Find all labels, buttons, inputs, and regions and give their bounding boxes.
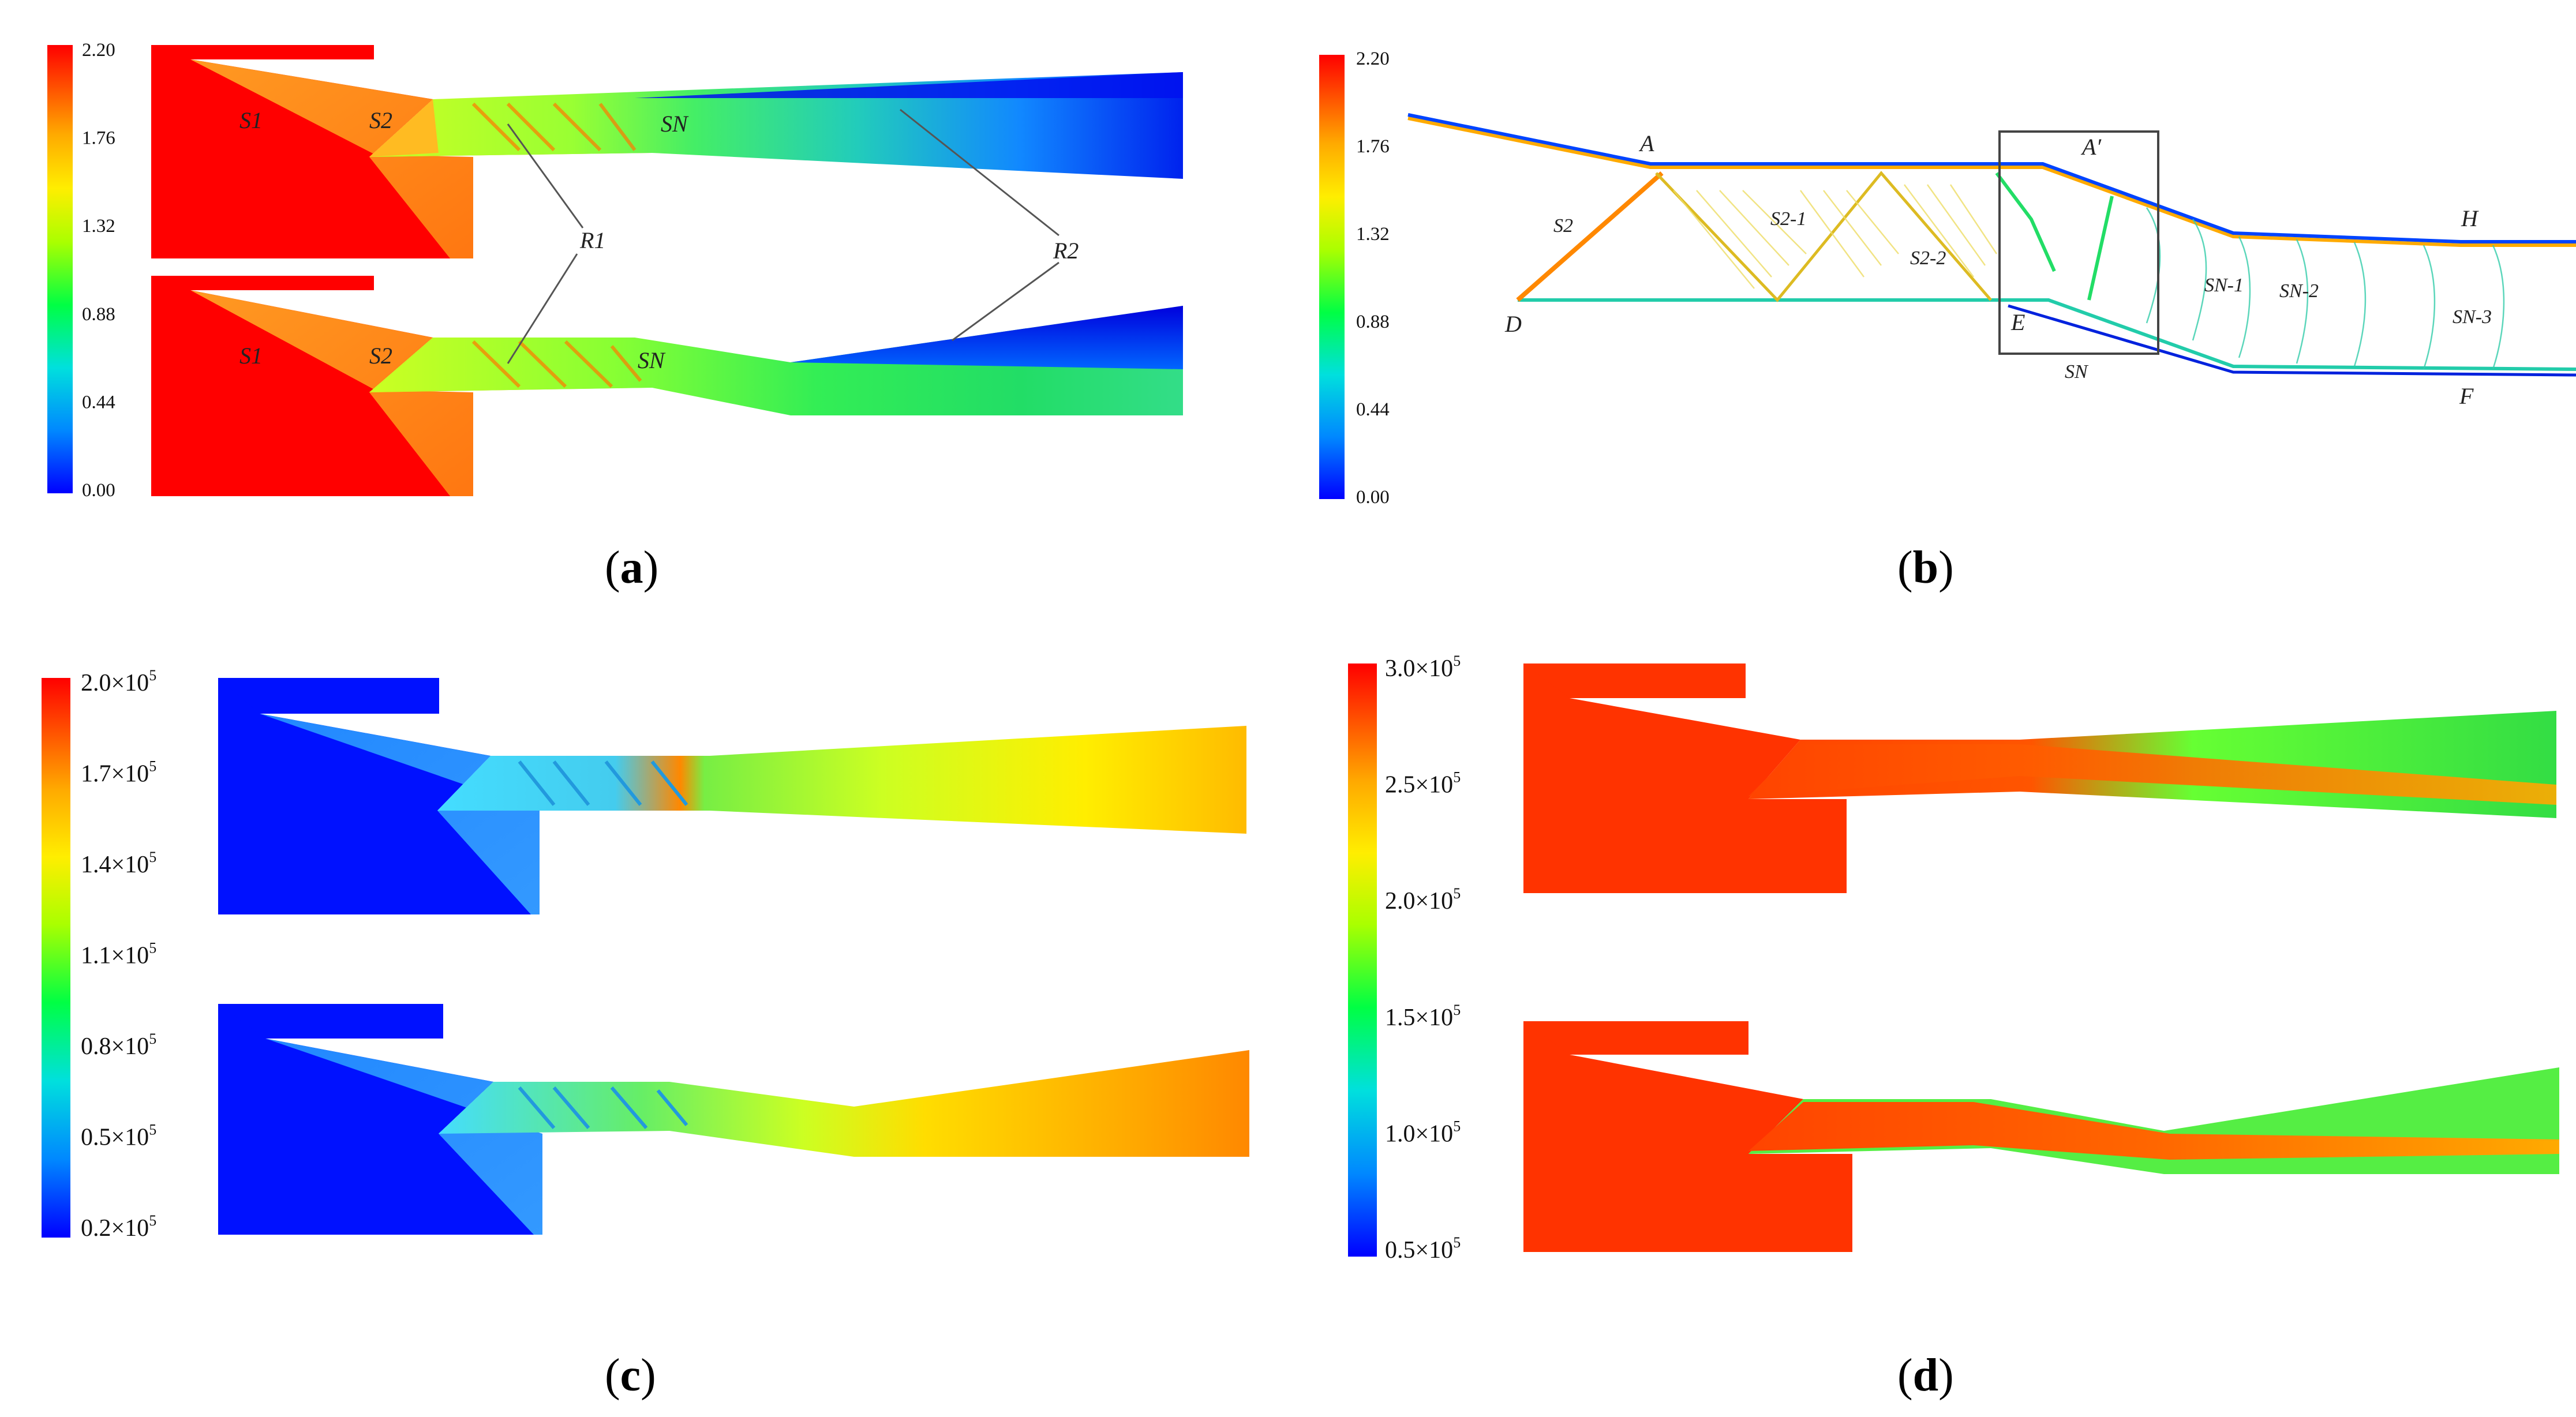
colorbar-tick-label: 1.7×105 [81,758,156,788]
panel-a-top-lip [151,45,374,59]
panel-a-top-wedge [190,59,473,258]
panel-c-top-body [218,678,540,914]
label-s2-bot: S2 [369,343,392,369]
colorbar-b [1319,55,1345,499]
colorbar-tick-label: 1.1×105 [81,940,156,969]
panel-c-label: (c) [605,1350,656,1401]
colorbar-tick-label: 0.00 [1356,487,1390,508]
panel-a-bot-lip [151,276,374,290]
zoom-box [1998,130,2159,355]
panel-c-bot-duct [439,1050,1249,1157]
label-s1-top: S1 [239,107,263,133]
label-SN-1: SN-1 [2204,275,2244,296]
colorbar-tick-label: 0.5×105 [1385,1234,1461,1264]
label-S2: S2 [1553,215,1573,237]
colorbar-tick-label: 1.0×105 [1385,1118,1461,1147]
colorbar-a [47,45,73,493]
colorbar-a-ticks: 2.20 1.76 1.32 0.88 0.44 0.00 [82,40,115,501]
label-H: H [2461,205,2479,231]
colorbar-tick-label: 0.8×105 [81,1030,156,1060]
label-S2-1: S2-1 [1770,208,1806,230]
colorbar-tick-label: 1.32 [82,216,115,237]
colorbar-tick-label: 1.76 [1356,136,1390,157]
colorbar-tick-label: 1.5×105 [1385,1002,1461,1031]
colorbar-tick-label: 0.2×105 [81,1212,156,1242]
label-A: A [1638,130,1654,156]
panel-a-top-duct [369,72,1183,179]
label-s1-bot: S1 [239,343,263,369]
colorbar-tick-label: 2.5×105 [1385,769,1461,799]
colorbar-tick-label: 2.20 [82,40,115,61]
colorbar-tick-label: 1.4×105 [81,849,156,878]
colorbar-d-ticks: 3.0×105 2.5×105 2.0×105 1.5×105 1.0×105 0.5×1… [1385,653,1461,1264]
label-SN-3: SN-3 [2453,306,2492,328]
colorbar-tick-label: 3.0×105 [1385,653,1461,682]
colorbar-b-ticks: 2.20 1.76 1.32 0.88 0.44 0.00 [1356,48,1390,508]
label-A-prime: A′ [2080,134,2102,160]
colorbar-tick-label: 1.32 [1356,224,1390,245]
colorbar-tick-label: 0.5×105 [81,1122,156,1151]
colorbar-tick-label: 2.0×105 [1385,885,1461,914]
label-sn-bot: SN [638,347,666,373]
label-SN-2: SN-2 [2279,280,2319,302]
colorbar-tick-label: 0.00 [82,480,115,501]
label-r1: R1 [579,227,605,253]
label-sn-top: SN [661,111,689,137]
leader-lines-a [507,108,1059,364]
panel-d: 3.0×105 2.5×105 2.0×105 1.5×105 1.0×105 0.5×1… [1348,653,2559,1401]
colorbar-tick-label: 2.20 [1356,48,1390,69]
panel-b-label: (b) [1897,542,1954,593]
colorbar-c [42,678,70,1238]
colorbar-tick-label: 0.44 [82,392,115,413]
label-F: F [2459,383,2474,409]
panel-a-bot-duct [369,306,1183,415]
colorbar-tick-label: 1.76 [82,128,115,149]
label-E: E [2010,309,2025,335]
panel-a: 2.201.761.320.880.440.00 S1 S2 SN S1 S2 … [47,40,1183,593]
panel-d-label: (d) [1897,1350,1954,1401]
colorbar-tick-label: 2.0×105 [81,667,156,696]
label-r2: R2 [1053,238,1079,264]
panel-a-bot-wedge [190,290,473,496]
panel-c: 2.0×105 1.7×105 1.4×105 1.1×105 0.8×105 0.5×1… [42,667,1249,1401]
label-D: D [1504,311,1522,337]
panel-c-top-duct [437,726,1246,834]
colorbar-tick-label: 0.88 [82,304,115,325]
colorbar-d [1348,663,1377,1257]
colorbar-tick-label: 0.44 [1356,399,1390,420]
colorbar-c-ticks: 2.0×105 1.7×105 1.4×105 1.1×105 0.8×105 0.5×1… [81,667,156,1242]
label-SN: SN [2065,361,2089,383]
label-S2-2: S2-2 [1910,248,1946,269]
panel-d-top-body [1523,663,1847,893]
panel-a-label: (a) [605,542,658,593]
panel-b: 2.20 1.76 1.32 0.88 0.44 0.00 A A′ D [1319,48,2576,593]
colorbar-tick-label: 0.88 [1356,312,1390,332]
panel-d-bot-body [1523,1021,1852,1252]
label-s2-top: S2 [369,107,392,133]
panel-c-bot-body [218,1004,542,1235]
